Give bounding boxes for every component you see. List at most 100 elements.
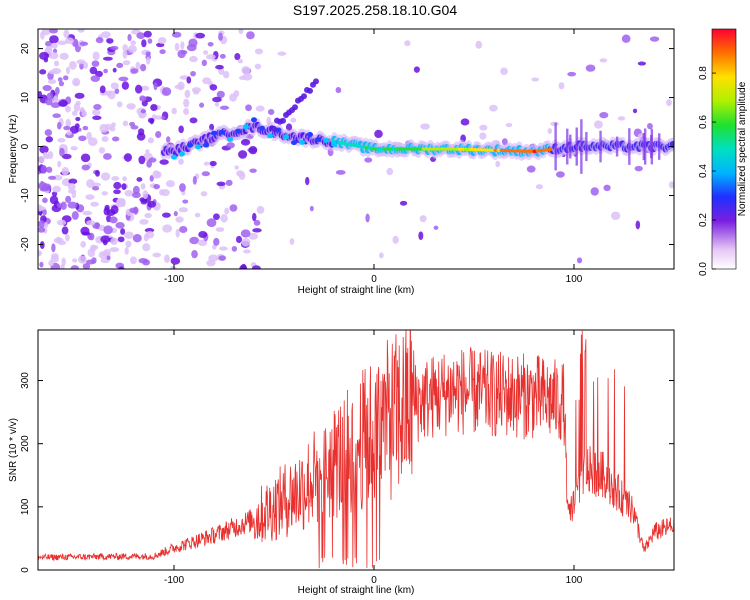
spectrogram-speckle bbox=[88, 137, 98, 147]
spectrogram-speckle bbox=[173, 210, 178, 217]
spectrogram-speckle bbox=[215, 227, 225, 232]
spectrogram-speckle bbox=[240, 139, 251, 146]
spectrogram-speckle bbox=[103, 225, 113, 235]
spectrogram-speckle bbox=[140, 183, 146, 190]
spectrogram-speckle bbox=[157, 37, 167, 44]
spectrogram-speckle bbox=[51, 191, 58, 197]
spectrogram-speckle bbox=[136, 177, 143, 182]
ridge-blob bbox=[331, 141, 337, 147]
spectrogram-speckle bbox=[113, 189, 121, 195]
spectrogram-streak bbox=[658, 133, 661, 160]
spectrogram-speckle bbox=[216, 90, 225, 99]
spectrogram-speckle bbox=[109, 216, 118, 224]
spectrogram-speckle bbox=[505, 122, 513, 128]
spectrogram-speckle bbox=[420, 123, 430, 130]
spectrogram-speckle bbox=[305, 176, 310, 186]
ridge-arm bbox=[307, 87, 313, 94]
spectrogram-xtick-label: 0 bbox=[371, 274, 377, 285]
spectrogram-speckle bbox=[82, 210, 93, 216]
spectrogram-speckle bbox=[191, 87, 202, 93]
spectrogram-speckle bbox=[110, 45, 119, 51]
spectrogram-speckle bbox=[59, 147, 65, 157]
spectrogram-speckle bbox=[103, 153, 112, 160]
spectrogram-speckle bbox=[40, 165, 47, 174]
spectrogram-speckle bbox=[229, 204, 238, 212]
spectrogram-speckle bbox=[208, 254, 219, 262]
ridge-blob bbox=[203, 142, 209, 148]
ridge-blob bbox=[179, 151, 185, 157]
spectrogram-speckle bbox=[240, 229, 251, 238]
ridge-arm bbox=[280, 117, 286, 124]
spectrogram-speckle bbox=[117, 236, 125, 243]
spectrogram-speckle bbox=[222, 70, 230, 79]
spectrogram-speckle bbox=[241, 238, 251, 247]
spectrogram-speckle bbox=[57, 240, 67, 245]
spectrogram-speckle bbox=[138, 155, 146, 165]
spectrogram-speckle bbox=[65, 234, 70, 242]
spectrogram-speckle bbox=[224, 207, 230, 215]
snr-xtick-label: -100 bbox=[164, 575, 184, 586]
spectrogram-speckle bbox=[500, 67, 508, 75]
spectrogram-speckle bbox=[418, 231, 424, 240]
ridge-blob bbox=[211, 130, 217, 136]
spectrogram-speckle bbox=[374, 129, 383, 139]
spectrogram-speckle bbox=[143, 233, 149, 242]
spectrogram-speckle bbox=[49, 29, 59, 34]
spectrogram-speckle bbox=[212, 96, 222, 103]
spectrogram-speckle bbox=[141, 100, 148, 107]
spectrogram-speckle bbox=[649, 36, 660, 42]
spectrogram-speckle bbox=[237, 58, 244, 64]
spectrogram-speckle bbox=[161, 189, 170, 197]
spectrogram-speckle bbox=[139, 95, 147, 102]
spectrogram-speckle bbox=[99, 85, 106, 94]
spectrogram-speckle bbox=[78, 255, 87, 264]
spectrogram-speckle bbox=[89, 66, 98, 75]
spectrogram-ytick-label: 10 bbox=[20, 92, 31, 104]
spectrogram-speckle bbox=[60, 201, 67, 210]
spectrogram-speckle bbox=[39, 51, 49, 60]
spectrogram-speckle bbox=[110, 205, 119, 215]
spectrogram-speckle bbox=[159, 159, 169, 165]
spectrogram-speckle bbox=[192, 175, 197, 185]
spectrogram-speckle bbox=[122, 44, 128, 52]
spectrogram-speckle bbox=[63, 29, 70, 39]
spectrogram-speckle bbox=[132, 234, 142, 243]
spectrogram-heat-layer bbox=[38, 29, 674, 269]
ridge-blob bbox=[227, 136, 233, 142]
spectrogram-speckle bbox=[122, 60, 131, 66]
spectrogram-speckle bbox=[116, 101, 123, 108]
spectrogram-speckle bbox=[166, 136, 171, 143]
spectrogram-speckle bbox=[213, 237, 220, 246]
spectrogram-speckle bbox=[91, 257, 97, 264]
spectrogram-speckle bbox=[153, 82, 158, 91]
spectrogram-speckle bbox=[165, 180, 175, 188]
spectrogram-speckle bbox=[555, 171, 565, 178]
spectrogram-speckle bbox=[39, 187, 49, 192]
spectrogram-speckle bbox=[419, 215, 427, 223]
spectrogram-speckle bbox=[162, 224, 173, 233]
spectrogram-speckle bbox=[145, 56, 151, 65]
spectrogram-speckle bbox=[267, 108, 275, 116]
spectrogram-speckle bbox=[116, 62, 124, 69]
spectrogram-speckle bbox=[632, 108, 638, 114]
spectrogram-speckle bbox=[48, 259, 55, 267]
snr-axes: -100 0 100 0 100 200 300 bbox=[20, 330, 674, 586]
spectrogram-speckle bbox=[599, 111, 609, 119]
spectrogram-speckle bbox=[149, 118, 154, 125]
spectrogram-speckle bbox=[203, 50, 209, 55]
colorbar-tick-label: 0.0 bbox=[698, 262, 709, 276]
spectrogram-speckle bbox=[392, 235, 399, 244]
spectrogram-speckle bbox=[209, 160, 217, 167]
spectrogram-speckle bbox=[46, 166, 53, 173]
snr-series-line bbox=[38, 330, 674, 569]
spectrogram-speckle bbox=[178, 207, 188, 213]
ridge-blob bbox=[195, 144, 201, 150]
spectrogram-speckle bbox=[57, 137, 66, 143]
spectrogram-speckle bbox=[67, 201, 78, 209]
spectrogram-speckle bbox=[56, 219, 67, 226]
spectrogram-speckle bbox=[399, 200, 408, 206]
spectrogram-speckle bbox=[63, 75, 69, 81]
spectrogram-speckle bbox=[180, 41, 185, 50]
spectrogram-speckle bbox=[246, 31, 255, 40]
spectrogram-speckle bbox=[64, 37, 75, 45]
